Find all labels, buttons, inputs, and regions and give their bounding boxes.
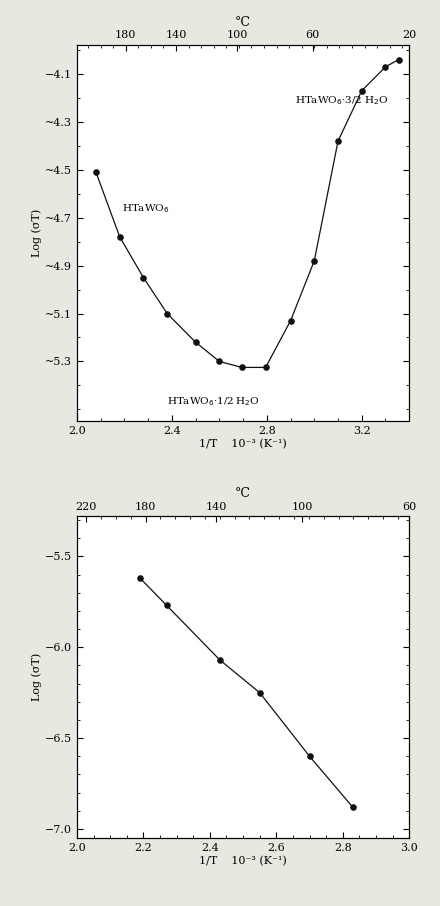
Point (306, 749, 313, 764)
Point (140, 270, 147, 284)
Point (334, 134, 341, 149)
Point (192, 335, 199, 350)
Point (92, 165, 99, 179)
Point (262, 361, 269, 375)
Point (382, 60, 389, 74)
X-axis label: °C: °C (235, 16, 251, 29)
Y-axis label: Log (σT): Log (σT) (32, 653, 42, 701)
Point (216, 354, 223, 369)
Point (136, 571, 143, 585)
Text: HTaWO$_6$·3/2 H$_2$O: HTaWO$_6$·3/2 H$_2$O (295, 94, 389, 107)
Point (238, 361, 246, 375)
Point (163, 598, 170, 612)
Y-axis label: Log (σT): Log (σT) (32, 209, 42, 257)
Point (311, 254, 318, 268)
Text: HTaWO$_6$: HTaWO$_6$ (122, 202, 170, 215)
Point (349, 800, 356, 814)
X-axis label: 1/T    10⁻³ (K⁻¹): 1/T 10⁻³ (K⁻¹) (199, 855, 287, 866)
Point (395, 53, 402, 67)
Point (358, 83, 365, 98)
X-axis label: °C: °C (235, 487, 251, 500)
Point (256, 686, 263, 700)
Point (216, 652, 224, 667)
Point (116, 229, 123, 244)
Point (164, 306, 171, 321)
Point (287, 313, 294, 328)
Text: HTaWO$_6$·1/2 H$_2$O: HTaWO$_6$·1/2 H$_2$O (167, 395, 260, 408)
X-axis label: 1/T    10⁻³ (K⁻¹): 1/T 10⁻³ (K⁻¹) (199, 439, 287, 449)
